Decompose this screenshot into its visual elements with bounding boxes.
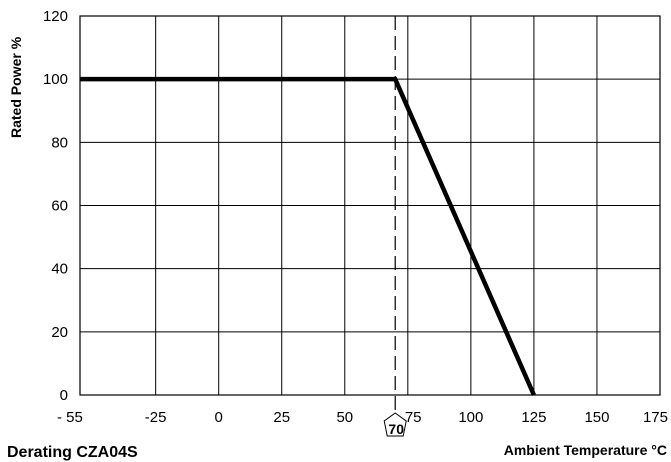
x-tick-label: 100 xyxy=(458,409,483,426)
horizontal-gridlines xyxy=(80,15,660,396)
reference-label: 70 xyxy=(388,421,404,437)
y-tick-label: 20 xyxy=(51,324,68,341)
x-tick-label: 125 xyxy=(521,409,546,426)
derating-curve xyxy=(80,76,536,396)
x-tick-labels: - 55 -25 0 25 50 75 100 125 150 175 xyxy=(57,409,668,426)
y-tick-label: 40 xyxy=(51,261,68,278)
x-tick-label: 25 xyxy=(273,409,290,426)
y-tick-label: 100 xyxy=(43,71,68,88)
y-tick-label: 60 xyxy=(51,198,68,215)
chart-title: Derating CZA04S xyxy=(7,444,138,461)
x-tick-label: 150 xyxy=(584,409,609,426)
x-tick-label: -25 xyxy=(145,409,167,426)
reference-marker xyxy=(383,412,407,437)
x-tick-label: 175 xyxy=(643,409,668,426)
x-tick-label: 75 xyxy=(405,409,422,426)
plot-frame xyxy=(79,15,661,396)
y-tick-label: 80 xyxy=(51,134,68,151)
series-lines xyxy=(80,76,536,396)
x-tick-label: 0 xyxy=(215,409,223,426)
x-tick-label: 50 xyxy=(336,409,353,426)
y-tick-label: 120 xyxy=(43,8,68,25)
y-axis-label: Rated Power % xyxy=(8,36,24,138)
y-tick-labels: 0 20 40 60 80 100 120 xyxy=(43,8,68,404)
y-tick-label: 0 xyxy=(60,387,68,404)
x-axis-label: Ambient Temperature °C xyxy=(504,442,667,458)
x-tick-label: - 55 xyxy=(57,409,83,426)
